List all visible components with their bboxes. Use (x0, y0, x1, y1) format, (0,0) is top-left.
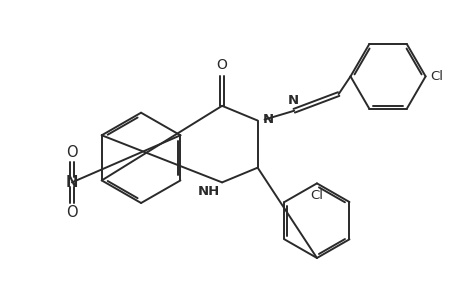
Text: N: N (262, 113, 273, 126)
Text: Cl: Cl (430, 70, 442, 83)
Text: NH: NH (197, 185, 220, 198)
Text: Cl: Cl (310, 189, 323, 202)
Text: O: O (66, 145, 78, 160)
Text: N: N (66, 175, 78, 190)
Text: N: N (287, 94, 298, 107)
Text: O: O (216, 58, 227, 73)
Text: O: O (66, 205, 78, 220)
